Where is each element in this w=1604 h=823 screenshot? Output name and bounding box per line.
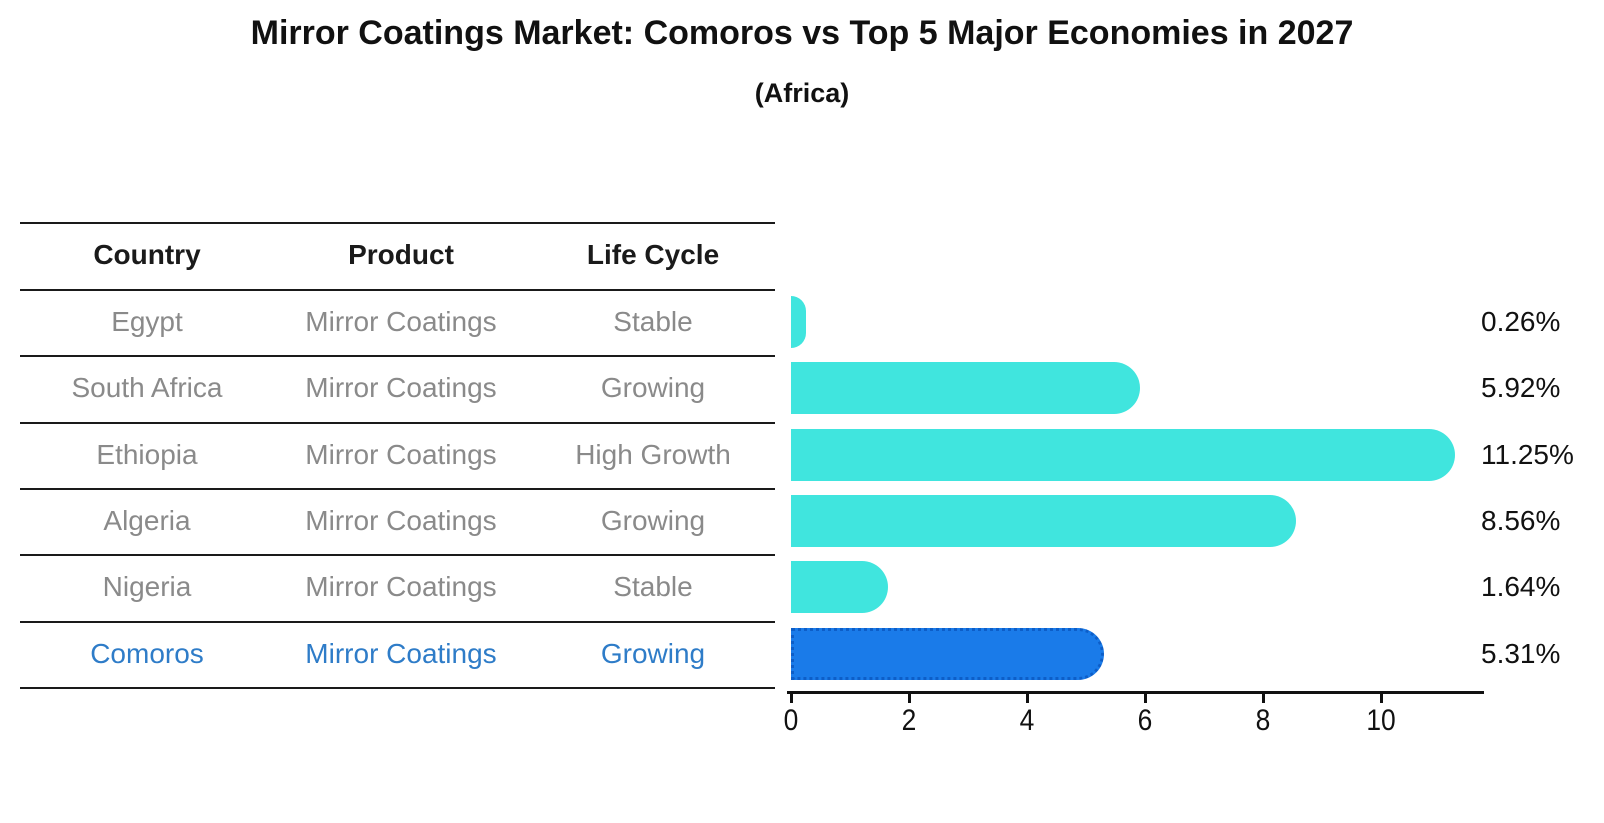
x-tick-mark — [1379, 694, 1383, 703]
column-header-life-cycle: Life Cycle — [586, 239, 720, 270]
table-row-line — [20, 422, 775, 424]
x-tick-label: 10 — [1366, 704, 1396, 737]
table-row-line — [20, 621, 775, 623]
x-tick-mark — [1025, 694, 1029, 703]
cell-life-cycle: Growing — [600, 637, 706, 669]
cell-product: Mirror Coatings — [305, 571, 497, 603]
x-tick-mark — [1143, 694, 1147, 703]
bar-algeria — [791, 495, 1297, 548]
cell-life-cycle: High Growth — [575, 438, 731, 470]
cell-product: Mirror Coatings — [305, 306, 497, 338]
column-header-product: Product — [348, 239, 454, 270]
cell-country: Ethiopia — [96, 438, 198, 470]
table-row-line — [20, 355, 775, 357]
chart-title: Mirror Coatings Market: Comoros vs Top 5… — [250, 14, 1354, 52]
cell-product: Mirror Coatings — [305, 637, 497, 669]
x-tick-mark — [907, 694, 911, 703]
table-row-line — [20, 488, 775, 490]
column-header-country: Country — [93, 239, 201, 270]
cell-life-cycle: Growing — [600, 505, 706, 537]
table-row-line — [20, 687, 775, 689]
x-tick-label: 0 — [783, 704, 799, 737]
bar-value-label: 1.64% — [1481, 571, 1561, 603]
cell-life-cycle: Growing — [600, 372, 706, 404]
bar-value-label: 11.25% — [1481, 438, 1574, 470]
bar-value-label: 5.31% — [1481, 637, 1561, 669]
x-tick-label: 6 — [1137, 704, 1153, 737]
x-tick-label: 4 — [1019, 704, 1035, 737]
cell-life-cycle: Stable — [613, 306, 693, 338]
cell-country: South Africa — [71, 372, 223, 404]
cell-product: Mirror Coatings — [305, 438, 497, 470]
cell-life-cycle: Stable — [613, 571, 693, 603]
x-tick-label: 8 — [1255, 704, 1271, 737]
bar-value-label: 5.92% — [1481, 372, 1561, 404]
bar-value-label: 0.26% — [1481, 306, 1561, 338]
x-tick-mark — [1261, 694, 1265, 703]
cell-product: Mirror Coatings — [305, 505, 497, 537]
bar-ethiopia — [791, 428, 1455, 481]
bar-egypt — [791, 296, 807, 349]
bar-nigeria — [791, 561, 888, 614]
cell-country: Algeria — [103, 505, 191, 537]
bar-south-africa — [791, 362, 1141, 415]
table-row-line — [20, 554, 775, 556]
cell-country: Comoros — [90, 637, 204, 669]
x-tick-mark — [789, 694, 793, 703]
chart-subtitle: (Africa) — [754, 78, 850, 108]
cell-product: Mirror Coatings — [305, 372, 497, 404]
bar-value-label: 8.56% — [1481, 505, 1561, 537]
x-tick-label: 2 — [901, 704, 917, 737]
bar-comoros — [791, 627, 1105, 680]
x-axis-line — [787, 691, 1484, 694]
cell-country: Nigeria — [102, 571, 192, 603]
table-row-line — [20, 222, 775, 224]
table-row-line — [20, 289, 775, 291]
cell-country: Egypt — [111, 306, 183, 338]
